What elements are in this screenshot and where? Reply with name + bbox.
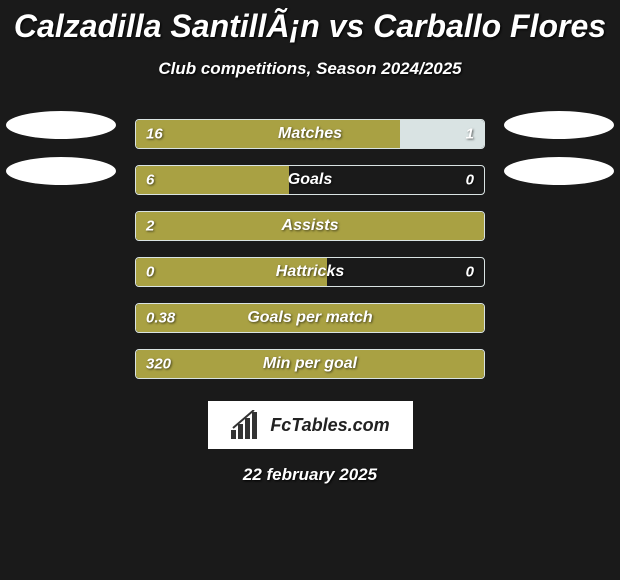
stat-row: 2 Assists bbox=[0, 203, 620, 249]
fctables-logo-icon bbox=[230, 410, 264, 440]
stat-bar: 6 0 Goals bbox=[135, 165, 485, 195]
stat-bar: 2 Assists bbox=[135, 211, 485, 241]
subtitle: Club competitions, Season 2024/2025 bbox=[0, 59, 620, 79]
stat-value-left: 6 bbox=[146, 172, 154, 189]
stat-row: 16 1 Matches bbox=[0, 111, 620, 157]
stat-bar: 320 Min per goal bbox=[135, 349, 485, 379]
stat-value-left: 2 bbox=[146, 218, 154, 235]
stat-value-left: 16 bbox=[146, 126, 163, 143]
stat-value-right: 1 bbox=[466, 126, 474, 143]
stat-bar: 0.38 Goals per match bbox=[135, 303, 485, 333]
stat-value-right: 0 bbox=[466, 172, 474, 189]
bar-fill-left bbox=[136, 120, 400, 148]
club-badge-left bbox=[6, 111, 116, 139]
stat-bar: 0 0 Hattricks bbox=[135, 257, 485, 287]
stat-value-left: 0.38 bbox=[146, 310, 175, 327]
logo-box[interactable]: FcTables.com bbox=[208, 401, 413, 449]
logo-text: FcTables.com bbox=[270, 415, 389, 436]
stat-label: Assists bbox=[282, 217, 339, 235]
stats-container: 16 1 Matches 6 0 Goals 2 Assists 0 0 Hattricks 0.38… bbox=[0, 111, 620, 387]
stat-row: 6 0 Goals bbox=[0, 157, 620, 203]
club-badge-left bbox=[6, 157, 116, 185]
stat-row: 0 0 Hattricks bbox=[0, 249, 620, 295]
club-badge-right bbox=[504, 111, 614, 139]
stat-label: Min per goal bbox=[263, 355, 357, 373]
stat-label: Goals per match bbox=[247, 309, 372, 327]
stat-value-left: 320 bbox=[146, 356, 171, 373]
stat-bar: 16 1 Matches bbox=[135, 119, 485, 149]
bar-fill-left bbox=[136, 166, 289, 194]
stat-value-left: 0 bbox=[146, 264, 154, 281]
stat-label: Hattricks bbox=[276, 263, 344, 281]
stat-row: 0.38 Goals per match bbox=[0, 295, 620, 341]
page-title: Calzadilla SantillÃ¡n vs Carballo Flores bbox=[0, 0, 620, 45]
date-label: 22 february 2025 bbox=[0, 465, 620, 485]
stat-row: 320 Min per goal bbox=[0, 341, 620, 387]
stat-label: Goals bbox=[288, 171, 332, 189]
club-badge-right bbox=[504, 157, 614, 185]
stat-label: Matches bbox=[278, 125, 342, 143]
stat-value-right: 0 bbox=[466, 264, 474, 281]
